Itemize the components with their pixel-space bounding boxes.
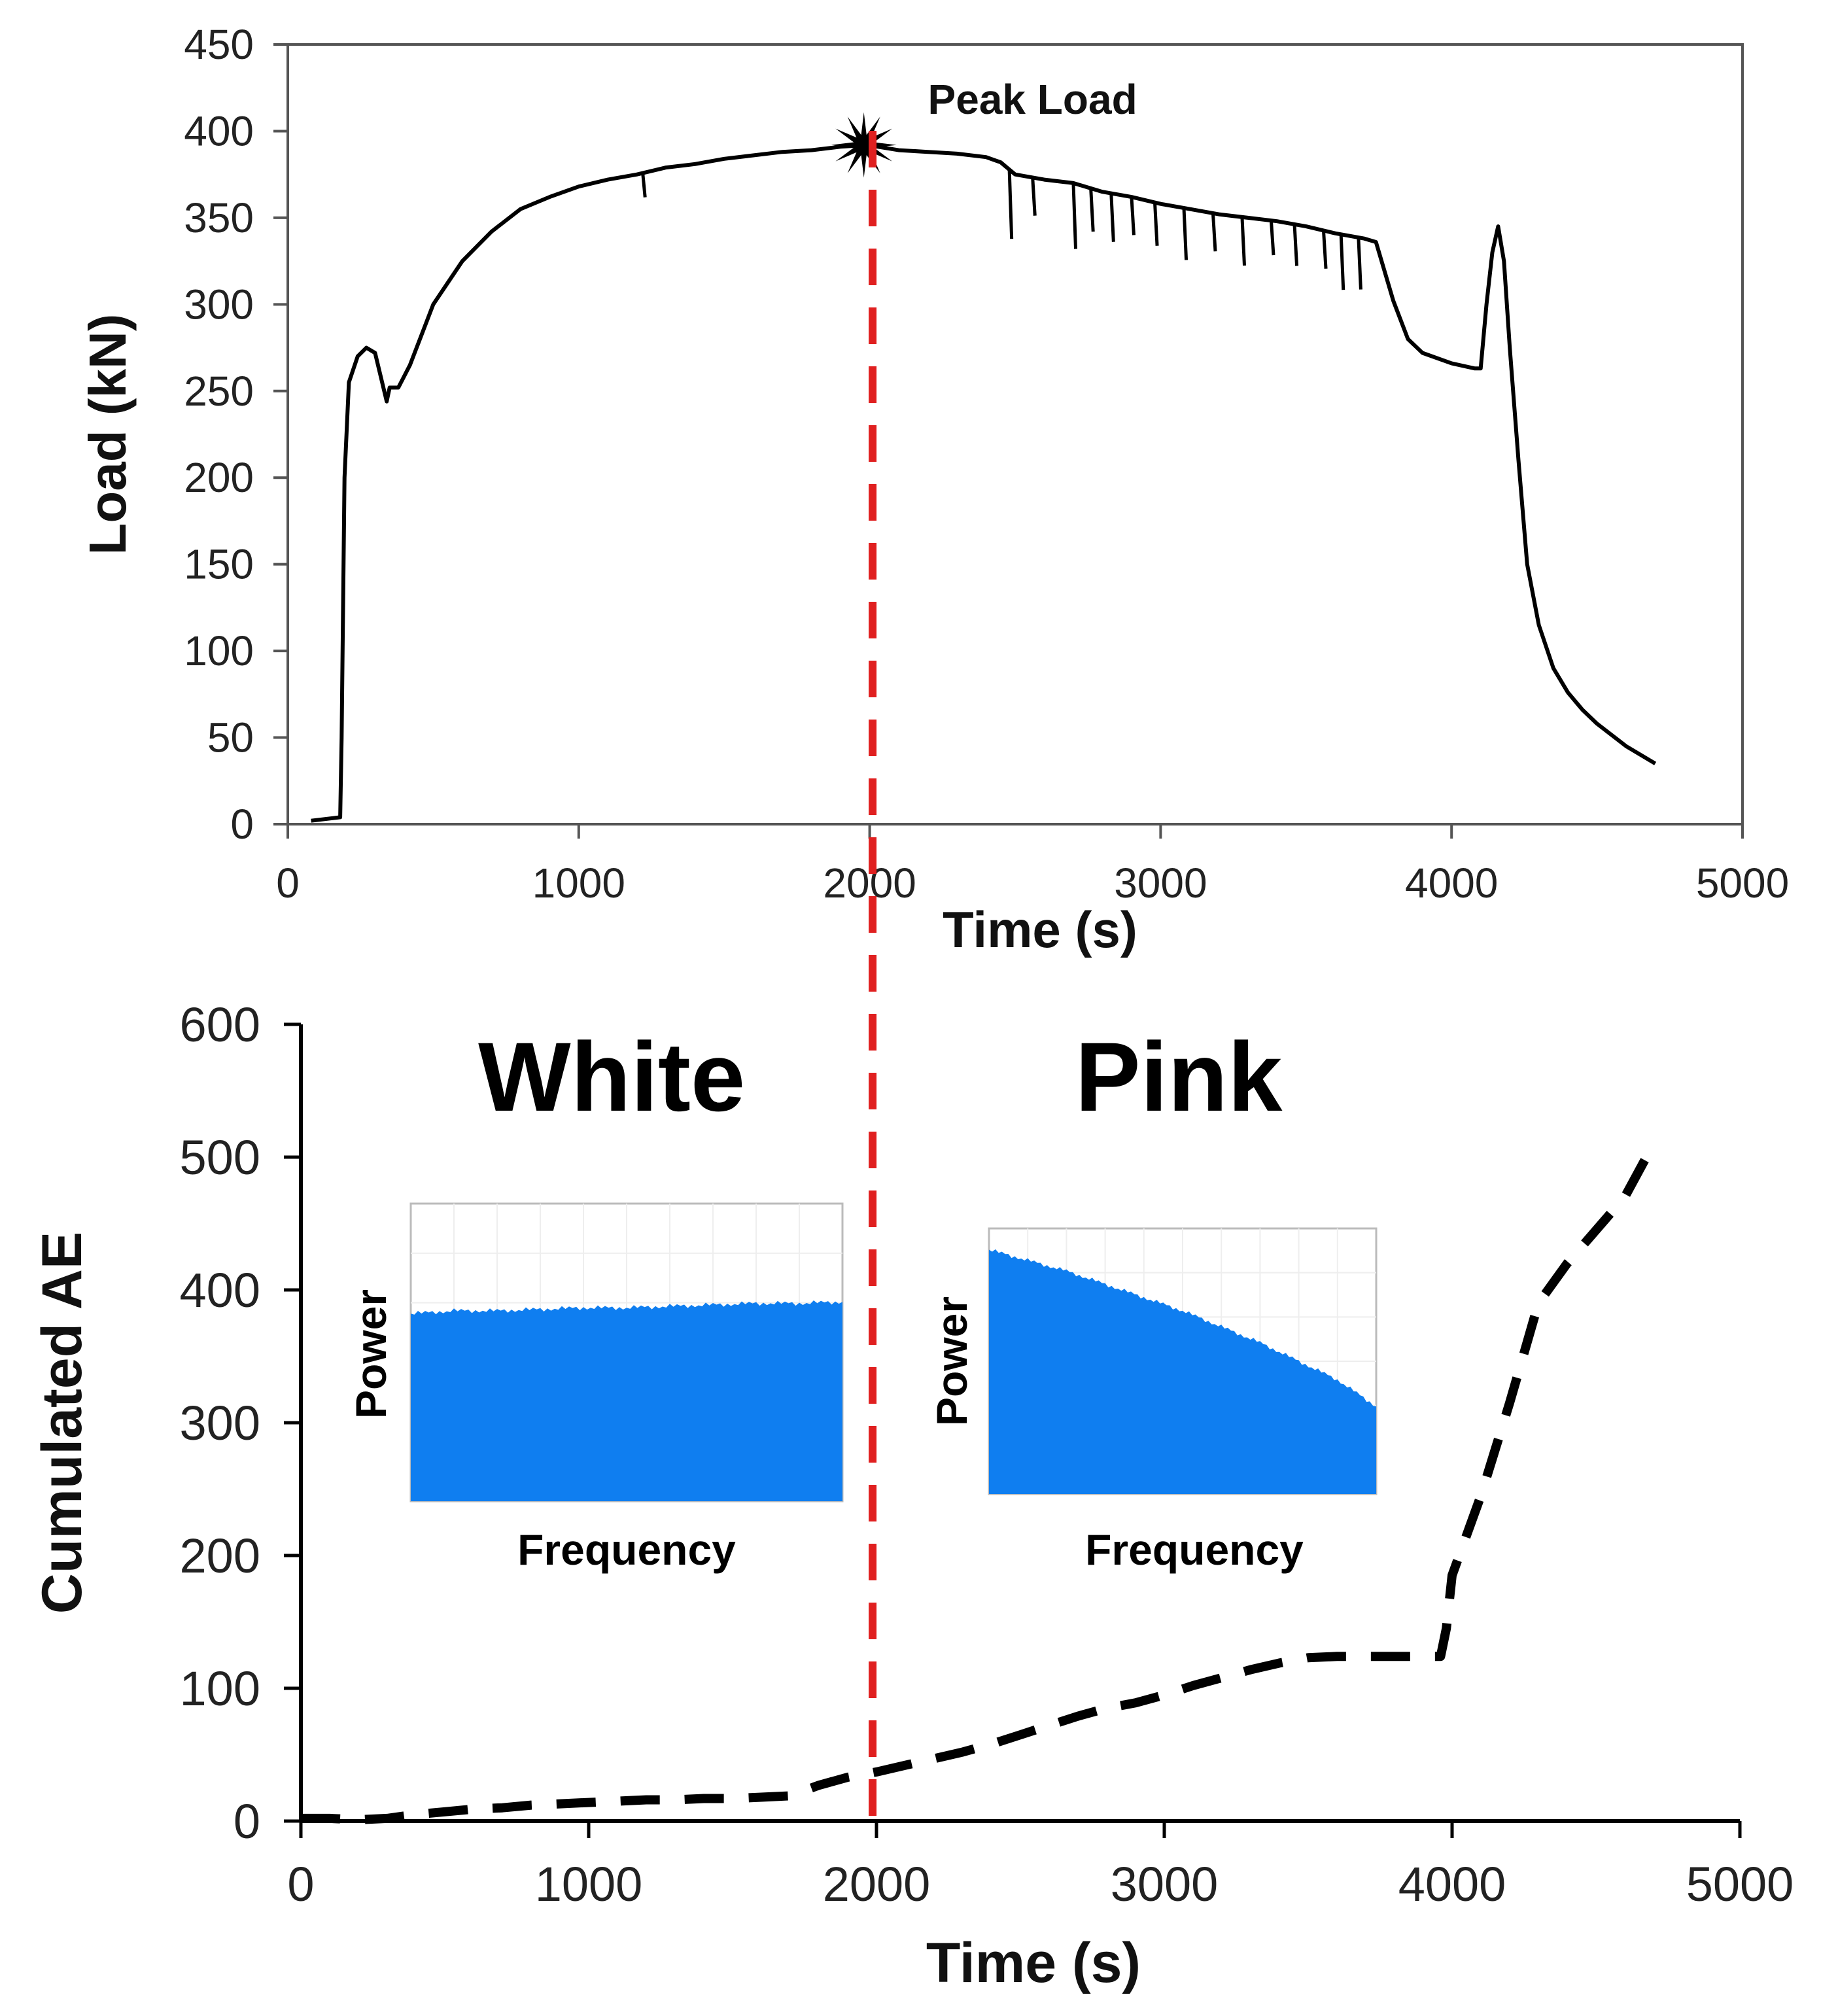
load-y-tick-label: 300 xyxy=(184,281,254,328)
load-x-tick-label: 3000 xyxy=(1114,860,1207,907)
pink-inset-y-label: Power xyxy=(928,1296,976,1426)
load-spike xyxy=(1089,188,1095,232)
load-x-ticks: 0 1000 2000 3000 4000 5000 xyxy=(276,824,1789,907)
ae-x-tick-label: 0 xyxy=(287,1857,314,1911)
white-label: White xyxy=(478,1022,745,1132)
load-y-tick-label: 150 xyxy=(184,541,254,588)
load-y-tick-label: 0 xyxy=(230,801,254,848)
ae-y-tick-label: 400 xyxy=(180,1263,260,1317)
load-y-tick-label: 100 xyxy=(184,627,254,674)
load-plot-frame xyxy=(286,43,1744,826)
load-y-tick-label: 200 xyxy=(184,454,254,501)
load-spike xyxy=(1292,224,1299,266)
load-y-tick-label: 450 xyxy=(184,21,254,68)
ae-series-line xyxy=(301,1141,1658,1824)
load-spike xyxy=(1182,207,1188,260)
load-x-tick-label: 4000 xyxy=(1405,860,1498,907)
ae-x-ticks: 0 1000 2000 3000 4000 5000 xyxy=(287,1821,1794,1911)
load-spike xyxy=(1211,213,1217,252)
load-x-tick-label: 0 xyxy=(276,860,300,907)
ae-x-tick-label: 1000 xyxy=(535,1857,643,1911)
ae-x-tick-label: 5000 xyxy=(1686,1857,1794,1911)
load-spike xyxy=(1031,177,1037,216)
pink-inset-x-label: Frequency xyxy=(1085,1525,1304,1574)
pink-label: Pink xyxy=(1075,1022,1283,1132)
load-spike xyxy=(1339,234,1345,290)
load-y-tick-label: 400 xyxy=(184,107,254,154)
load-y-axis-label: Load (kN) xyxy=(78,314,137,555)
load-spike xyxy=(1240,217,1246,266)
ae-y-tick-label: 200 xyxy=(180,1529,260,1583)
load-series-line xyxy=(311,143,1657,823)
ae-y-axis-label: Cumulated AE xyxy=(31,1232,94,1614)
ae-x-tick-label: 3000 xyxy=(1111,1857,1219,1911)
ae-chart: 0 100 200 300 400 500 600 0 1000 2000 3000 4000 500… xyxy=(31,998,1794,1994)
load-spike xyxy=(1071,182,1078,249)
load-spike xyxy=(1007,169,1014,239)
load-y-ticks: 0 50 100 150 200 250 300 350 400 450 xyxy=(184,21,288,848)
ae-y-tick-label: 600 xyxy=(180,998,260,1052)
ae-x-tick-label: 2000 xyxy=(823,1857,931,1911)
white-noise-inset: Frequency Power xyxy=(347,1202,844,1574)
peak-load-marker xyxy=(831,112,897,178)
load-spike xyxy=(1109,193,1115,242)
peak-load-label: Peak Load xyxy=(928,76,1137,123)
white-inset-x-label: Frequency xyxy=(517,1525,736,1574)
ae-y-tick-label: 500 xyxy=(180,1130,260,1185)
peak-star xyxy=(831,112,897,178)
ae-y-tick-label: 300 xyxy=(180,1396,260,1450)
white-spectrum-area xyxy=(411,1300,842,1501)
load-spike xyxy=(1357,237,1362,290)
load-x-tick-label: 1000 xyxy=(532,860,625,907)
ae-y-ticks: 0 100 200 300 400 500 600 xyxy=(180,998,301,1849)
load-spike xyxy=(1321,230,1328,269)
load-y-tick-label: 250 xyxy=(184,368,254,415)
white-inset-y-label: Power xyxy=(347,1289,395,1419)
pink-spectrum-area xyxy=(989,1249,1376,1494)
load-y-tick-label: 50 xyxy=(207,714,254,761)
ae-x-axis-label: Time (s) xyxy=(926,1932,1141,1994)
ae-x-tick-label: 4000 xyxy=(1398,1857,1506,1911)
load-y-tick-label: 350 xyxy=(184,194,254,241)
load-spike xyxy=(641,173,647,198)
load-spike xyxy=(1130,196,1136,235)
load-x-tick-label: 5000 xyxy=(1696,860,1789,907)
load-spike xyxy=(1153,202,1159,246)
pink-noise-inset: Frequency Power xyxy=(928,1227,1378,1574)
ae-y-tick-label: 0 xyxy=(234,1794,260,1849)
load-spike xyxy=(1269,220,1275,256)
ae-y-tick-label: 100 xyxy=(180,1661,260,1716)
load-x-axis-label: Time (s) xyxy=(943,901,1137,958)
